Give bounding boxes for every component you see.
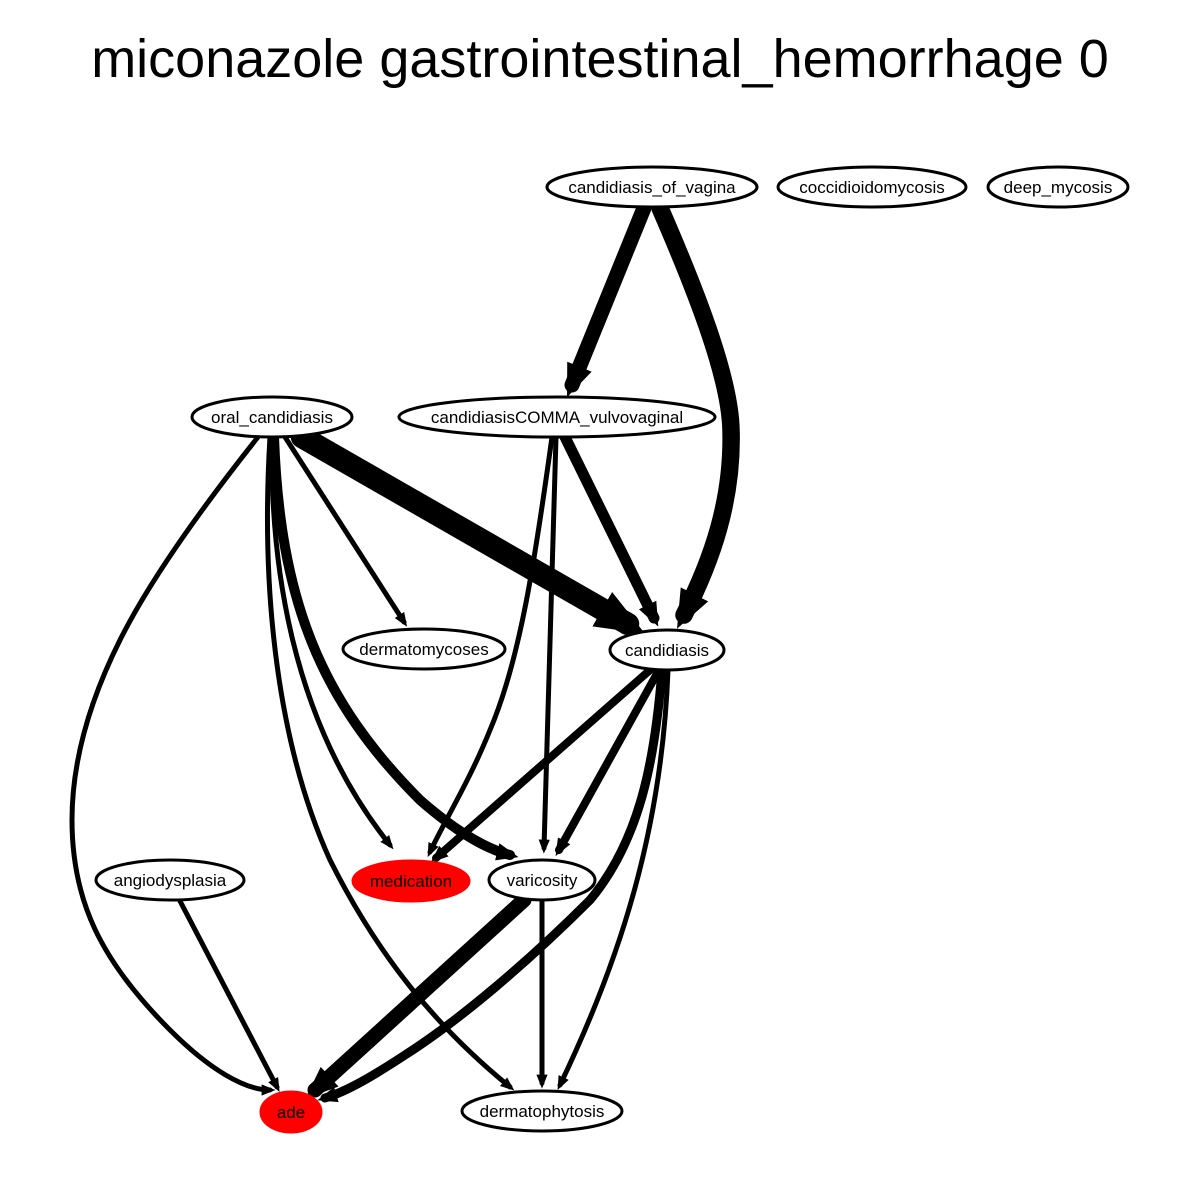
node-varicosity: varicosity bbox=[487, 858, 597, 902]
edge-candidiasis_of_vagina-to-candidiasis bbox=[651, 199, 740, 629]
nodes-layer: candidiasis_of_vagina coccidioidomycosis d… bbox=[94, 165, 1130, 1134]
edge-candidiasis-to-dermatophytosis bbox=[557, 667, 671, 1091]
node-candidiasis_of_vagina: candidiasis_of_vagina bbox=[545, 165, 759, 209]
edges-layer bbox=[69, 199, 740, 1103]
edge-oral_candidiasis-to-candidiasis bbox=[290, 425, 646, 636]
node-label-dermatomycoses: dermatomycoses bbox=[359, 640, 488, 659]
node-medication: medication bbox=[351, 859, 471, 903]
edge-varicosity-to-ade bbox=[305, 892, 532, 1099]
edge-candidiasis-to-ade bbox=[317, 665, 667, 1103]
node-shape-varicosity bbox=[487, 858, 597, 902]
node-label-medication: medication bbox=[370, 872, 452, 891]
node-ade: ade bbox=[259, 1090, 323, 1134]
node-label-angiodysplasia: angiodysplasia bbox=[114, 871, 227, 890]
node-candidiasis: candidiasis bbox=[608, 628, 726, 672]
edge-candidiasis-to-medication bbox=[430, 666, 654, 863]
node-label-varicosity: varicosity bbox=[507, 871, 578, 890]
node-shape-candidiasis bbox=[608, 628, 726, 672]
node-label-candidiasis_of_vagina: candidiasis_of_vagina bbox=[568, 178, 736, 197]
edge-angiodysplasia-to-ade bbox=[177, 898, 280, 1092]
page-title: miconazole gastrointestinal_hemorrhage 0 bbox=[91, 29, 1109, 89]
node-angiodysplasia: angiodysplasia bbox=[94, 858, 246, 902]
node-label-deep_mycosis: deep_mycosis bbox=[1004, 178, 1113, 197]
node-deep_mycosis: deep_mycosis bbox=[986, 165, 1130, 209]
node-label-candidiasis: candidiasis bbox=[625, 641, 709, 660]
edge-oral_candidiasis-to-dermatomycoses bbox=[282, 434, 408, 627]
edge-oral_candidiasis-to-ade bbox=[69, 434, 276, 1096]
node-shape-candidiasisCOMMA_vulvovaginal bbox=[397, 395, 717, 439]
node-coccidioidomycosis: coccidioidomycosis bbox=[776, 165, 968, 209]
node-shape-coccidioidomycosis bbox=[776, 165, 968, 209]
node-candidiasisCOMMA_vulvovaginal: candidiasisCOMMA_vulvovaginal bbox=[397, 395, 717, 439]
node-label-ade: ade bbox=[277, 1103, 305, 1122]
node-label-dermatophytosis: dermatophytosis bbox=[480, 1102, 605, 1121]
edge-candidiasis-to-varicosity bbox=[555, 666, 663, 857]
node-label-coccidioidomycosis: coccidioidomycosis bbox=[799, 178, 945, 197]
node-shape-ade bbox=[259, 1090, 323, 1134]
edge-candidiasisCOMMA_vulvovaginal-to-candidiasis bbox=[559, 431, 660, 627]
edge-oral_candidiasis-to-dermatophytosis bbox=[265, 434, 515, 1091]
node-dermatophytosis: dermatophytosis bbox=[460, 1089, 624, 1133]
node-shape-deep_mycosis bbox=[986, 165, 1130, 209]
node-shape-dermatophytosis bbox=[460, 1089, 624, 1133]
node-oral_candidiasis: oral_candidiasis bbox=[190, 395, 354, 439]
node-label-oral_candidiasis: oral_candidiasis bbox=[211, 408, 333, 427]
node-shape-angiodysplasia bbox=[94, 858, 246, 902]
node-dermatomycoses: dermatomycoses bbox=[341, 627, 507, 671]
edge-candidiasis_of_vagina-to-candidiasisCOMMA_vulvovaginal bbox=[564, 200, 652, 398]
edge-candidiasisCOMMA_vulvovaginal-to-varicosity bbox=[538, 434, 559, 854]
edge-candidiasisCOMMA_vulvovaginal-to-medication bbox=[427, 434, 555, 858]
node-shape-medication bbox=[351, 859, 471, 903]
edge-oral_candidiasis-to-varicosity bbox=[269, 432, 519, 861]
node-label-candidiasisCOMMA_vulvovaginal: candidiasisCOMMA_vulvovaginal bbox=[431, 408, 683, 427]
node-shape-candidiasis_of_vagina bbox=[545, 165, 759, 209]
node-shape-dermatomycoses bbox=[341, 627, 507, 671]
node-shape-oral_candidiasis bbox=[190, 395, 354, 439]
